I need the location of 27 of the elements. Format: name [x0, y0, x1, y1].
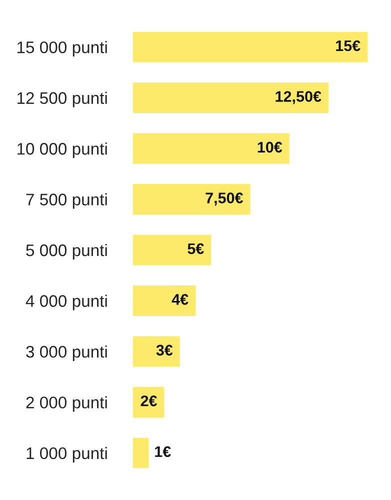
data-label: 5€: [188, 243, 204, 254]
y-tick-label: 15 000 punti: [17, 41, 107, 57]
data-label: 7,50€: [206, 192, 244, 206]
y-tick-label: 5 000 punti: [26, 244, 107, 260]
data-label: 10€: [258, 142, 282, 153]
bar: [132, 184, 250, 214]
bar: [132, 438, 149, 468]
y-tick-label: 7 500 punti: [26, 193, 107, 209]
data-label: 12,50€: [276, 91, 322, 104]
y-tick-label: 3 000 punti: [26, 345, 107, 361]
y-tick-label: 2 000 punti: [26, 396, 107, 412]
data-label: 1€: [155, 446, 171, 458]
y-tick-label: 10 000 punti: [17, 142, 107, 158]
data-label: 4€: [172, 294, 188, 305]
data-label: 2€: [140, 396, 158, 406]
bar: [132, 133, 290, 164]
data-label: 15€: [336, 40, 360, 52]
data-label: 3€: [156, 344, 173, 356]
y-tick-label: 4 000 punti: [26, 294, 107, 310]
bar: [132, 336, 180, 367]
y-tick-label: 1 000 punti: [26, 446, 107, 462]
bar: [132, 32, 368, 62]
bar: [132, 234, 212, 266]
bar: [132, 387, 164, 418]
bar: [132, 82, 328, 113]
bar: [132, 286, 196, 316]
y-tick-label: 12 500 punti: [17, 92, 107, 108]
